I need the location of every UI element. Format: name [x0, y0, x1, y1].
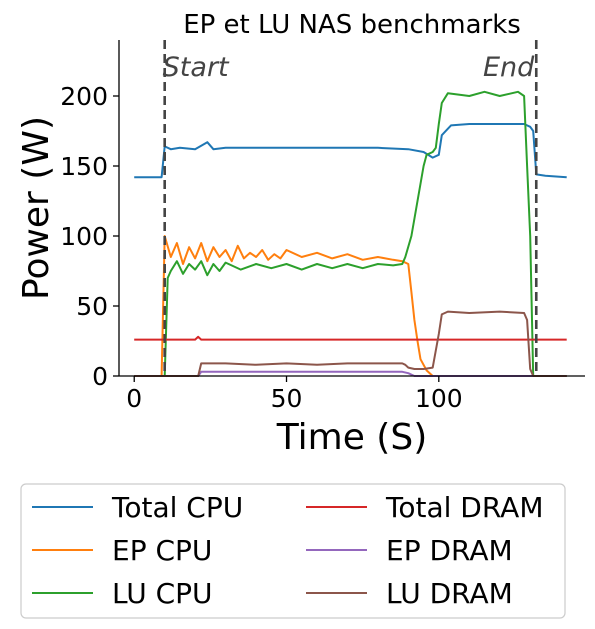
y-tick-label: 0 [92, 362, 108, 391]
x-tick-label: 0 [126, 384, 142, 413]
legend-label-lu-dram: LU DRAM [386, 577, 513, 610]
x-tick-label: 50 [271, 384, 303, 413]
y-ticks: 0 50 100 150 200 [60, 82, 119, 391]
legend-label-total-dram: Total DRAM [385, 491, 544, 524]
legend-frame [20, 483, 566, 619]
chart-title: EP et LU NAS benchmarks [183, 10, 521, 40]
legend: Total CPU EP CPU LU CPU Total DRAM EP DRAM LU… [20, 483, 566, 619]
plot-area: Start End 0 50 100 0 50 100 150 200 [60, 40, 585, 413]
series-line-lu-dram [134, 310, 567, 377]
x-axis-title: Time (S) [276, 417, 428, 458]
legend-label-ep-dram: EP DRAM [386, 534, 513, 567]
series-line-ep-cpu [134, 235, 567, 377]
series-line-lu-cpu [134, 90, 567, 377]
legend-label-ep-cpu: EP CPU [112, 534, 212, 567]
legend-label-total-cpu: Total CPU [111, 491, 243, 524]
series-lines [134, 90, 567, 377]
y-tick-label: 100 [60, 222, 108, 251]
marker-lines: Start End [163, 40, 538, 376]
marker-label-end: End [483, 52, 535, 83]
series-line-ep-dram [134, 370, 567, 377]
y-axis-title: Power (W) [16, 116, 57, 300]
x-ticks: 0 50 100 [126, 376, 463, 413]
y-tick-label: 200 [60, 82, 108, 111]
marker-label-start: Start [163, 52, 230, 83]
legend-items: Total CPU EP CPU LU CPU Total DRAM EP DRAM LU… [32, 491, 544, 610]
x-tick-label: 100 [415, 384, 463, 413]
legend-label-lu-cpu: LU CPU [112, 577, 213, 610]
y-tick-label: 150 [60, 152, 108, 181]
series-line-total-dram [134, 335, 567, 341]
series-line-total-cpu [134, 123, 567, 179]
y-tick-label: 50 [76, 292, 108, 321]
